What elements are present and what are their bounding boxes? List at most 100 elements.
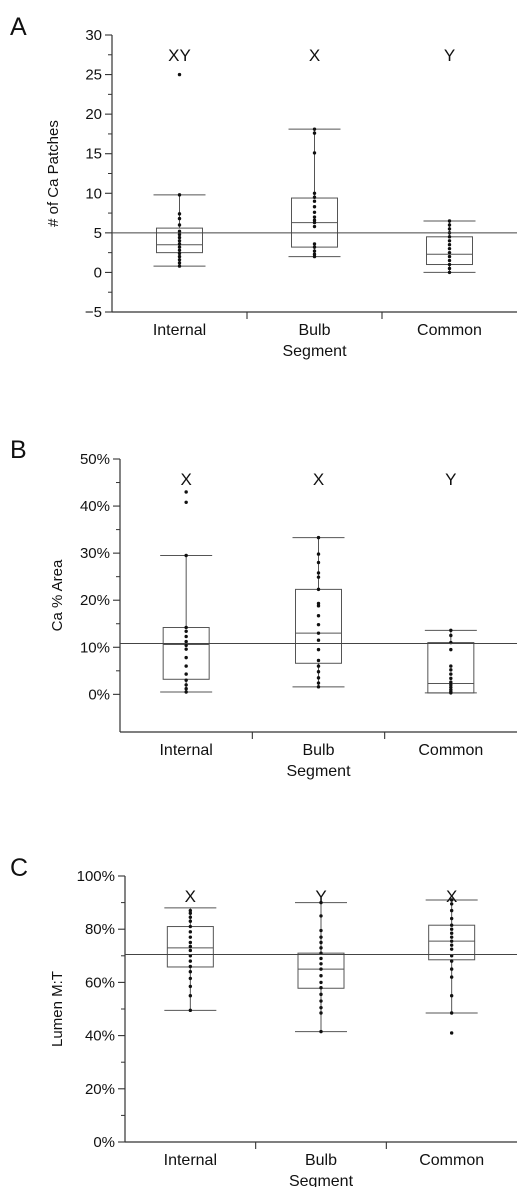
data-point: [319, 967, 323, 971]
x-tick-label: Common: [418, 742, 483, 759]
significance-label: XY: [168, 46, 191, 65]
data-point: [449, 676, 453, 681]
data-point: [316, 658, 321, 663]
data-point: [449, 939, 454, 943]
data-point: [184, 643, 188, 648]
data-point: [312, 195, 317, 199]
panel-letter: A: [10, 13, 27, 41]
data-point: [316, 631, 321, 635]
x-tick-label: Common: [417, 322, 482, 339]
data-point: [177, 261, 182, 265]
data-point: [188, 964, 193, 969]
y-tick-label: 10%: [80, 639, 110, 656]
x-axis-title: Segment: [289, 1173, 354, 1187]
data-point: [449, 935, 454, 939]
data-point: [319, 1005, 323, 1010]
data-point: [319, 940, 323, 945]
data-point: [312, 252, 317, 256]
data-point: [188, 915, 193, 919]
y-tick-label: 15: [85, 146, 102, 163]
data-point: [188, 908, 193, 913]
x-tick-label: Bulb: [302, 742, 334, 759]
x-tick-label: Internal: [164, 1152, 217, 1169]
y-tick-label: 40%: [85, 1028, 115, 1045]
data-point: [319, 956, 323, 961]
data-point: [177, 216, 182, 221]
data-point: [184, 678, 188, 682]
data-point: [319, 900, 323, 905]
data-point: [449, 628, 453, 633]
data-point: [449, 931, 454, 935]
y-tick-label: 20: [85, 106, 102, 123]
data-point: [319, 974, 323, 978]
data-point: [449, 664, 453, 668]
y-tick-label: 60%: [85, 974, 115, 991]
data-point: [447, 250, 452, 255]
y-tick-label: 0%: [88, 686, 110, 703]
data-point: [177, 235, 182, 240]
data-point: [188, 940, 193, 945]
chart-panel-a: A 30 25 20 15 10 5 0 −5 # of Ca Patches Internal Bu…: [10, 13, 517, 360]
data-point: [184, 647, 188, 651]
data-point: [316, 604, 321, 608]
data-point: [449, 687, 453, 692]
y-tick-label: −5: [85, 304, 102, 321]
y-tick-label: 0%: [93, 1134, 115, 1151]
data-point: [449, 672, 453, 676]
data-point: [449, 994, 454, 998]
x-tick-label: Common: [419, 1152, 484, 1169]
data-point: [316, 601, 321, 606]
data-point: [449, 1031, 454, 1035]
data-point: [177, 248, 182, 252]
data-point: [319, 986, 323, 990]
y-axis-title: # of Ca Patches: [45, 120, 62, 227]
data-point: [177, 232, 182, 237]
data-point: [184, 690, 188, 694]
data-point: [447, 254, 452, 259]
data-point: [188, 1008, 193, 1013]
y-tick-label: 5: [94, 225, 102, 242]
significance-label: X: [309, 46, 320, 65]
data-point: [312, 254, 317, 259]
data-point: [449, 975, 454, 979]
y-axis-title: Ca % Area: [49, 559, 66, 631]
data-point: [184, 490, 188, 494]
data-point: [447, 219, 452, 223]
data-point: [319, 980, 323, 985]
data-point: [312, 205, 317, 209]
y-tick-label: 20%: [80, 592, 110, 609]
data-point: [312, 245, 317, 249]
data-point: [319, 935, 323, 939]
data-point: [316, 575, 321, 579]
data-point: [177, 193, 182, 197]
data-point: [188, 984, 193, 989]
data-point: [312, 131, 317, 135]
panel-letter: C: [10, 854, 28, 882]
data-point: [184, 686, 188, 691]
data-point: [312, 218, 317, 222]
x-tick-label: Internal: [153, 322, 206, 339]
data-point: [312, 127, 317, 131]
x-tick-label: Internal: [159, 742, 212, 759]
data-point: [447, 223, 452, 227]
data-point: [449, 685, 453, 689]
data-point: [449, 680, 453, 684]
data-point: [177, 229, 182, 233]
data-point: [319, 999, 323, 1003]
data-point: [188, 994, 193, 998]
data-point: [184, 672, 188, 676]
data-point: [447, 266, 452, 271]
data-point: [319, 1029, 323, 1034]
data-point: [316, 670, 321, 674]
data-point: [447, 258, 452, 263]
data-point: [449, 967, 454, 971]
data-point: [316, 638, 321, 642]
data-point: [184, 639, 188, 644]
y-tick-label: 0: [94, 264, 102, 281]
data-point: [447, 235, 452, 239]
x-axis-title: Segment: [282, 343, 347, 360]
data-point: [184, 634, 188, 639]
data-point: [188, 935, 193, 939]
data-point: [312, 215, 317, 219]
y-tick-label: 20%: [85, 1081, 115, 1098]
